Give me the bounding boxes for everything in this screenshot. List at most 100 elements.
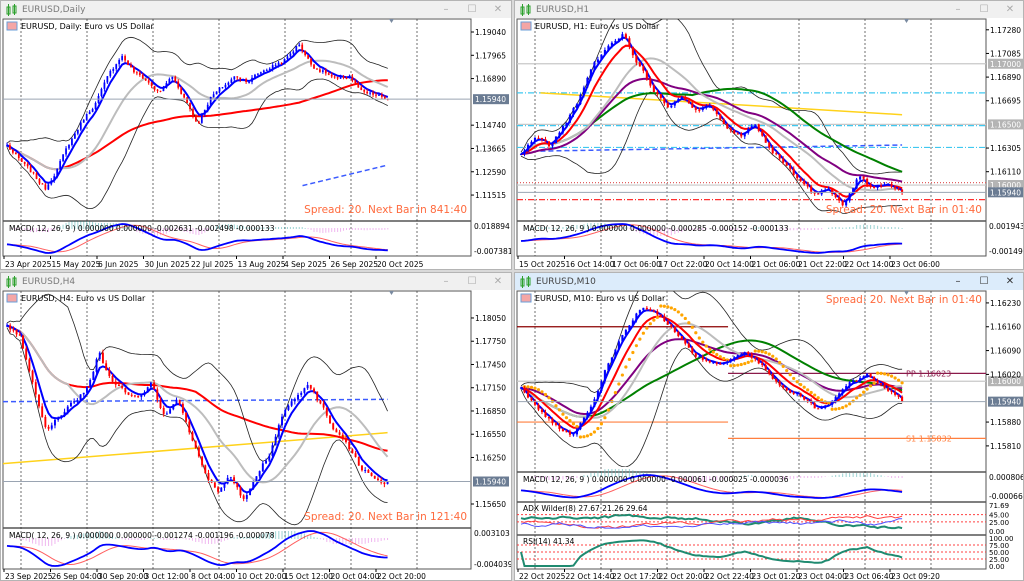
candle-body <box>15 330 18 335</box>
chart-window-h4[interactable]: EURUSD, H4: Euro vs US Dollar Spread: 20.… <box>0 272 512 581</box>
parabolic-sar-dot <box>666 305 670 309</box>
parabolic-sar-dot <box>676 310 680 314</box>
candle-body <box>345 438 347 443</box>
parabolic-sar-dot <box>540 390 544 394</box>
candle-body <box>348 442 351 450</box>
minimize-button[interactable]: – <box>443 276 449 287</box>
candle-body <box>236 483 239 488</box>
title-bar[interactable]: EURUSD,Daily – ☐ ✕ <box>1 1 511 18</box>
candle-body <box>603 370 606 382</box>
time-axis-label: 17 Oct 22:00 <box>659 260 708 269</box>
close-button[interactable]: ✕ <box>1005 4 1015 15</box>
parabolic-sar-dot <box>781 364 785 369</box>
close-button[interactable]: ✕ <box>493 276 503 287</box>
maximize-button[interactable]: ☐ <box>979 276 989 287</box>
candle-body <box>894 392 897 395</box>
candle-body <box>88 111 91 115</box>
time-axis-label: 22 Oct 22:40 <box>705 572 754 581</box>
candle-body <box>227 82 230 85</box>
candle-body <box>890 390 893 393</box>
price-axis-label: 1.16850 <box>475 407 506 416</box>
time-axis-label: 15 Oct 2025 <box>519 260 566 269</box>
candle-body <box>848 382 851 387</box>
candle-body <box>252 481 255 490</box>
candle-body <box>35 173 38 179</box>
candle-body <box>894 186 897 189</box>
minimize-button[interactable]: – <box>955 4 961 15</box>
candle-body <box>50 180 53 185</box>
candle-body <box>92 371 95 381</box>
maximize-button[interactable]: ☐ <box>467 4 477 15</box>
candle-body <box>370 472 373 476</box>
candle-body <box>792 168 795 175</box>
candle-body <box>230 79 233 83</box>
chart-canvas[interactable]: EURUSD, Daily: Euro vs US Dollar Spread: … <box>1 1 512 270</box>
candle-body <box>224 84 227 88</box>
candle-body <box>684 96 687 101</box>
chart-symbol-label: EURUSD, Daily: Euro vs US Dollar <box>21 22 155 31</box>
candle-body <box>220 487 223 492</box>
candle-body <box>44 416 47 427</box>
candle-body <box>831 401 834 405</box>
chart-window-daily[interactable]: EURUSD, Daily: Euro vs US Dollar Spread: … <box>0 0 512 270</box>
maximize-button[interactable]: ☐ <box>467 276 477 287</box>
candle-body <box>764 135 767 143</box>
candle-body <box>133 67 135 73</box>
candle-body <box>656 311 659 315</box>
time-axis-label: 20 Oct 14:00 <box>705 260 754 269</box>
candle-body <box>171 76 174 80</box>
title-bar[interactable]: EURUSD,M10 – ☐ ✕ <box>515 273 1023 290</box>
candle-body <box>663 315 666 322</box>
candle-body <box>303 388 306 393</box>
candle-body <box>6 325 8 327</box>
candle-body <box>133 395 136 397</box>
candle-body <box>579 94 582 105</box>
close-button[interactable]: ✕ <box>493 4 503 15</box>
candle-body <box>586 77 589 88</box>
candle-body <box>242 79 245 81</box>
candle-body <box>180 87 183 94</box>
chart-canvas[interactable]: EURUSD, H4: Euro vs US Dollar Spread: 20.… <box>1 273 512 581</box>
price-axis-label: 1.17085 <box>990 49 1021 58</box>
moving-average-line <box>520 315 903 429</box>
current-price-label-bg <box>988 396 1023 407</box>
chart-canvas[interactable]: PP 1.16023 1.16000 S1 1.15832 EURUSD, M10: … <box>515 273 1024 581</box>
candle-body <box>638 62 641 67</box>
time-axis-label: 22 Oct 17:20 <box>612 572 661 581</box>
parabolic-sar-dot <box>659 304 663 308</box>
title-bar[interactable]: EURUSD,H1 – ☐ ✕ <box>515 1 1023 18</box>
time-axis-label: 23 Apr 2025 <box>5 260 52 269</box>
main-panel <box>517 19 986 214</box>
candle-body <box>265 460 267 464</box>
parabolic-sar-dot <box>557 408 562 412</box>
candle-body <box>183 93 186 98</box>
minimize-button[interactable]: – <box>443 4 449 15</box>
adx-axis-label: 25.00 <box>989 519 1009 527</box>
title-bar[interactable]: EURUSD,H4 – ☐ ✕ <box>1 273 511 290</box>
chart-canvas[interactable]: 1.17000 1.16500 1.16000 EURUSD, H1: Euro vs… <box>515 1 1024 270</box>
current-price-label: 1.15940 <box>990 398 1021 407</box>
candle-body <box>12 329 15 331</box>
close-button[interactable]: ✕ <box>1005 276 1015 287</box>
maximize-button[interactable]: ☐ <box>979 4 989 15</box>
spread-countdown-text: Spread: 20. Next Bar in 121:40 <box>304 511 467 523</box>
window-title: EURUSD,H1 <box>536 4 590 15</box>
chart-window-m10[interactable]: PP 1.16023 1.16000 S1 1.15832 EURUSD, M10: … <box>514 272 1024 581</box>
candle-body <box>34 382 37 395</box>
minimize-button[interactable]: – <box>955 276 961 287</box>
parabolic-sar-dot <box>820 398 824 402</box>
parabolic-sar-dot <box>575 424 579 429</box>
chart-shift-marker-icon <box>904 19 909 23</box>
candle-body <box>144 78 147 81</box>
candle-body <box>537 137 540 139</box>
candle-body <box>354 453 357 457</box>
parabolic-sar-dot <box>617 382 621 386</box>
candle-body <box>29 166 32 173</box>
candle-body <box>743 132 746 137</box>
candle-body <box>705 359 708 361</box>
parabolic-sar-dot <box>851 399 855 403</box>
chart-symbol-icon <box>520 293 532 303</box>
candle-body <box>575 104 578 109</box>
candle-body <box>610 357 613 364</box>
chart-window-h1[interactable]: 1.17000 1.16500 1.16000 EURUSD, H1: Euro vs… <box>514 0 1024 270</box>
